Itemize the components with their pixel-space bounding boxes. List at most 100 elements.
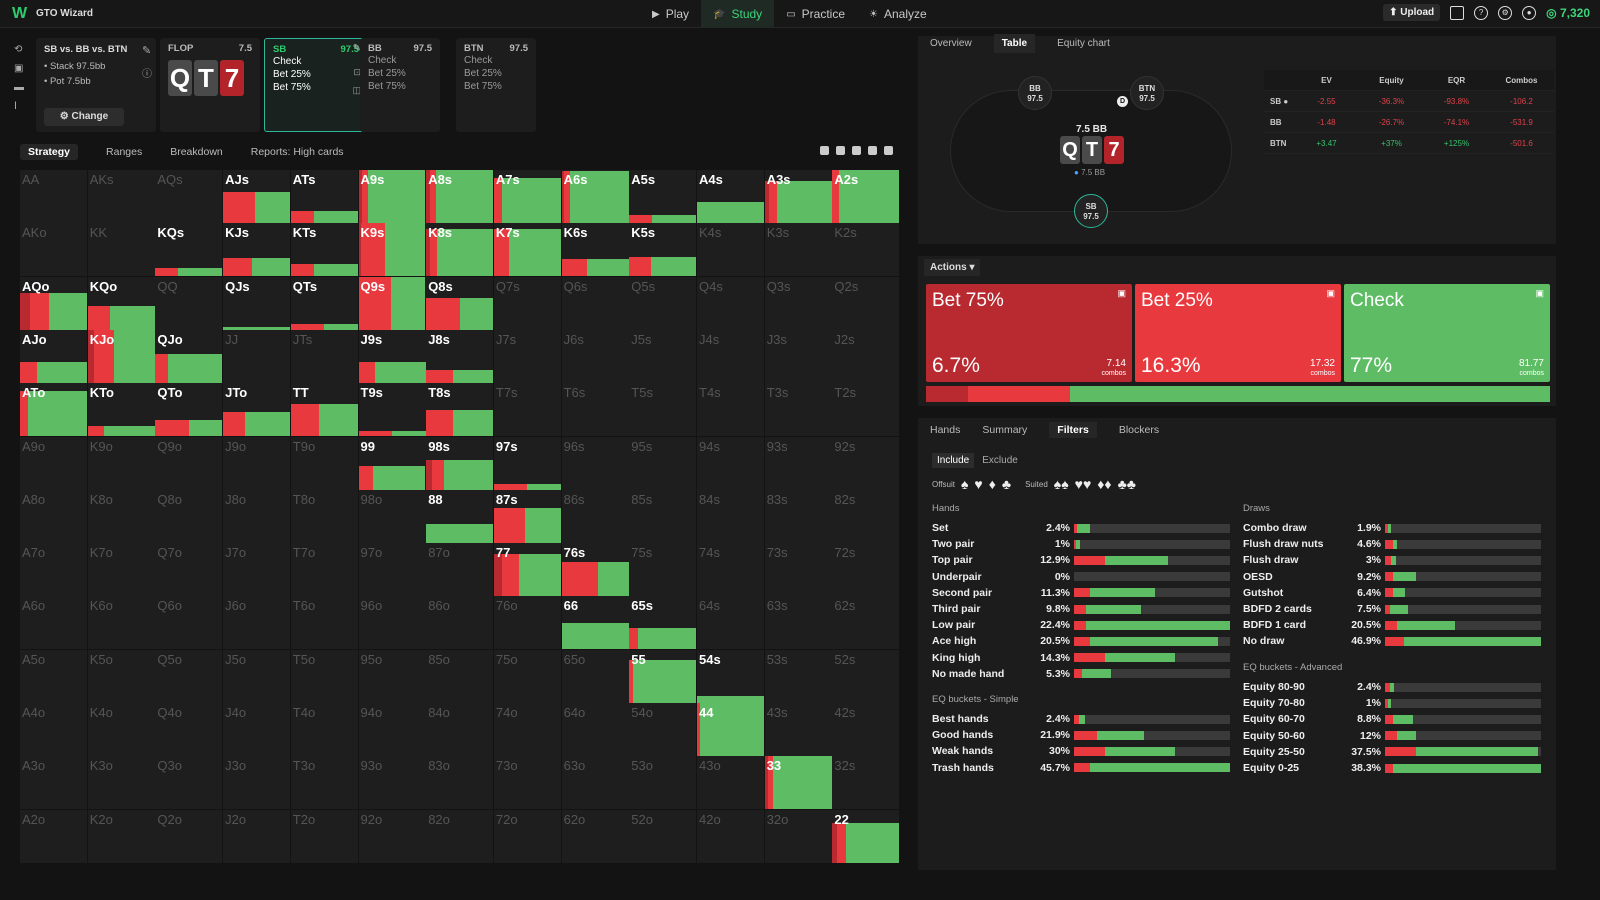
hand-cell[interactable]: 72o	[493, 809, 561, 863]
hand-cell[interactable]: 64s	[697, 596, 764, 650]
suited-clubs-icon[interactable]: ♣♣	[1117, 476, 1136, 492]
help-icon[interactable]: ?	[1474, 5, 1489, 20]
edit-icon[interactable]: ✎	[142, 45, 152, 57]
hand-cell[interactable]: 93o	[358, 756, 426, 810]
suited-spades-icon[interactable]: ♠♠	[1053, 476, 1069, 492]
hand-cell[interactable]: 77	[493, 543, 561, 597]
hand-cell[interactable]: Q5s	[629, 276, 697, 330]
hand-cell[interactable]: 72s	[832, 543, 900, 597]
action-check[interactable]: Check 77% 81.77 combos ▣	[1344, 284, 1550, 382]
hand-cell[interactable]: AKs	[87, 170, 155, 223]
diamond-icon[interactable]: ♦	[988, 476, 996, 492]
book-icon[interactable]: ◫	[352, 85, 361, 95]
hand-cell[interactable]: 74s	[697, 543, 764, 597]
hand-cell[interactable]: KQo	[87, 276, 155, 330]
hand-cell[interactable]: 53o	[629, 756, 697, 810]
actions-dropdown[interactable]: Actions ▾	[924, 259, 981, 276]
hand-cell[interactable]: AKo	[20, 223, 87, 277]
view-square-icon[interactable]	[884, 146, 893, 155]
hand-cell[interactable]: T2s	[832, 383, 900, 437]
filter-row[interactable]: Flush draw 3%	[1243, 552, 1553, 568]
heart-icon[interactable]: ♥	[974, 476, 983, 492]
hand-cell[interactable]: JTo	[223, 383, 291, 437]
filter-row[interactable]: Equity 50-60 12%	[1243, 728, 1553, 744]
hand-cell[interactable]: Q8o	[155, 489, 223, 543]
hand-cell[interactable]: T3s	[764, 383, 832, 437]
hand-cell[interactable]: Q9o	[155, 436, 223, 490]
filter-row[interactable]: Trash hands 45.7%	[932, 760, 1242, 776]
hand-cell[interactable]: Q2s	[832, 276, 900, 330]
settings-icon[interactable]: ⚙	[1498, 5, 1513, 20]
hand-cell[interactable]: J5s	[629, 329, 697, 383]
hand-cell[interactable]: 93s	[764, 436, 832, 490]
nav-practice[interactable]: ▭ Practice	[774, 0, 857, 28]
hand-cell[interactable]: 83s	[764, 489, 832, 543]
club-icon[interactable]: ♣	[1001, 476, 1012, 492]
strategy-tab-1[interactable]: Ranges	[106, 146, 143, 158]
view-half-icon[interactable]	[836, 146, 845, 155]
hand-cell[interactable]: J5o	[223, 649, 291, 703]
hand-cell[interactable]: J2s	[832, 329, 900, 383]
nav-study[interactable]: 🎓 Study	[701, 0, 775, 28]
hand-cell[interactable]: 63o	[561, 756, 629, 810]
strategy-tab-3[interactable]: Reports: High cards	[250, 146, 344, 158]
hand-cell[interactable]: T4s	[697, 383, 764, 437]
hand-cell[interactable]: Q7o	[155, 543, 223, 597]
suited-diamonds-icon[interactable]: ♦♦	[1097, 476, 1112, 492]
hand-cell[interactable]: A9o	[20, 436, 87, 490]
lower-tab-3[interactable]: Blockers	[1118, 424, 1160, 436]
hand-cell[interactable]: J9o	[223, 436, 291, 490]
hand-cell[interactable]: 42o	[697, 809, 764, 863]
hand-cell[interactable]: K6s	[561, 223, 629, 277]
hand-cell[interactable]: J6s	[561, 329, 629, 383]
hand-cell[interactable]: 84s	[697, 489, 764, 543]
hand-cell[interactable]: AQo	[20, 276, 87, 330]
account-icon[interactable]: ●	[1522, 5, 1537, 20]
hand-cell[interactable]: Q9s	[358, 276, 426, 330]
hand-cell[interactable]: 83o	[426, 756, 494, 810]
hand-cell[interactable]: 92s	[832, 436, 900, 490]
player-action[interactable]: Bet 75%	[464, 81, 502, 92]
coins-balance[interactable]: ◎ 7,320	[1546, 5, 1590, 20]
hand-cell[interactable]: Q8s	[426, 276, 494, 330]
hand-cell[interactable]: A4s	[697, 170, 764, 223]
player-action[interactable]: Check	[273, 56, 302, 67]
hand-cell[interactable]: 94o	[358, 703, 426, 756]
hand-cell[interactable]: Q4o	[155, 703, 223, 756]
expand-icon[interactable]: ▣	[1535, 288, 1544, 298]
hand-cell[interactable]: J9s	[358, 329, 426, 383]
hand-cell[interactable]: A4o	[20, 703, 87, 756]
hand-cell[interactable]: 76o	[493, 596, 561, 650]
hand-cell[interactable]: 55	[629, 649, 697, 703]
hand-cell[interactable]: 92o	[358, 809, 426, 863]
text-cursor-icon[interactable]: Ⅰ	[14, 101, 17, 112]
hand-cell[interactable]: K9o	[87, 436, 155, 490]
player-card-btn[interactable]: BTN 97.5 Check Bet 25% Bet 75%	[456, 38, 536, 132]
hand-cell[interactable]: K8s	[426, 223, 494, 277]
filter-row[interactable]: Equity 80-90 2.4%	[1243, 679, 1553, 695]
hand-cell[interactable]: 43s	[764, 703, 832, 756]
hand-cell[interactable]: 22	[832, 809, 900, 863]
hand-cell[interactable]: 65o	[561, 649, 629, 703]
filter-row[interactable]: Top pair 12.9%	[932, 552, 1242, 568]
filter-row[interactable]: Ace high 20.5%	[932, 633, 1242, 649]
filter-row[interactable]: Two pair 1%	[932, 536, 1242, 552]
hand-cell[interactable]: K2o	[87, 809, 155, 863]
hand-cell[interactable]: Q7s	[493, 276, 561, 330]
hand-cell[interactable]: 54s	[697, 649, 764, 703]
hand-cell[interactable]: 43o	[697, 756, 764, 810]
hand-cell[interactable]: 96s	[561, 436, 629, 490]
hand-cell[interactable]: 95s	[629, 436, 697, 490]
hand-cell[interactable]: T7o	[290, 543, 358, 597]
change-button[interactable]: ⚙ Change	[44, 108, 124, 126]
exclude-toggle[interactable]: Exclude	[982, 455, 1018, 466]
hand-cell[interactable]: T2o	[290, 809, 358, 863]
hand-cell[interactable]: K6o	[87, 596, 155, 650]
hand-cell[interactable]: A7o	[20, 543, 87, 597]
hand-cell[interactable]: AA	[20, 170, 87, 223]
hand-cell[interactable]: 73s	[764, 543, 832, 597]
hand-cell[interactable]: 64o	[561, 703, 629, 756]
expand-icon[interactable]: ▣	[1117, 288, 1126, 298]
hand-cell[interactable]: 85o	[426, 649, 494, 703]
expand-icon[interactable]: ▣	[1326, 288, 1335, 298]
